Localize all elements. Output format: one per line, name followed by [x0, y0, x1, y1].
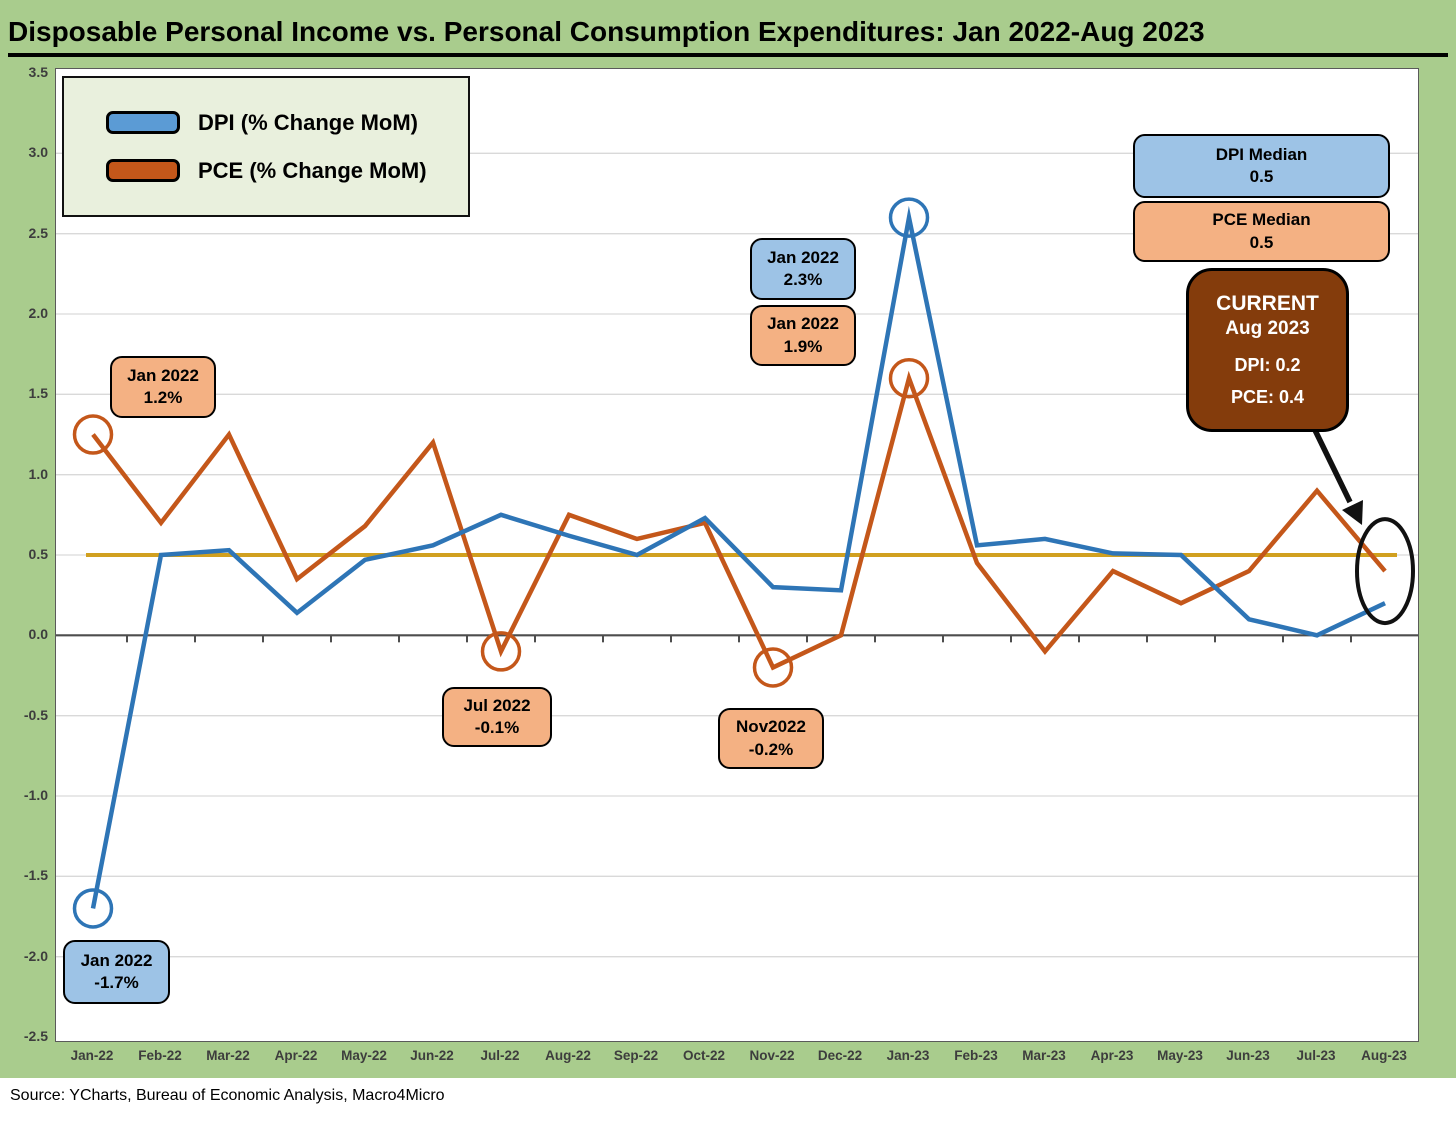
- callout-jan22-pce: Jan 2022 1.2%: [110, 356, 216, 418]
- x-tick-label: Jun-22: [410, 1048, 454, 1063]
- pce-median-box: PCE Median 0.5: [1133, 201, 1390, 262]
- x-tick-label: May-22: [341, 1048, 387, 1063]
- dpi-legend-label: DPI (% Change MoM): [198, 109, 418, 135]
- ring-marker: [888, 358, 930, 399]
- y-tick-label: -2.0: [23, 947, 48, 964]
- dpi-legend-swatch-icon: [106, 111, 180, 134]
- x-tick-label: Sep-22: [613, 1048, 659, 1063]
- y-tick-label: 3.0: [28, 144, 48, 161]
- dpi-median-box-text: DPI Median: [1215, 144, 1308, 164]
- ring-marker: [888, 197, 930, 238]
- callout-jan-pce-peak: Jan 2022 1.9%: [750, 305, 856, 366]
- x-tick-label: Nov-22: [749, 1048, 795, 1063]
- dpi-line: [90, 205, 1386, 909]
- current-box-text: DPI: 0.2: [1234, 355, 1301, 376]
- callout-jan-dpi-peak: Jan 2022 2.3%: [750, 238, 856, 300]
- current-box-text: CURRENT: [1216, 292, 1319, 316]
- callout-jan-dpi-peak-text: Jan 2022: [767, 247, 839, 267]
- ring-marker: [72, 414, 114, 455]
- x-tick-label: Dec-22: [817, 1048, 863, 1063]
- x-tick-label: Feb-23: [954, 1048, 998, 1063]
- callout-jul22-pce: Jul 2022 -0.1%: [442, 687, 552, 747]
- y-tick-label: 1.0: [28, 465, 48, 482]
- callout-jan-pce-peak-text: Jan 2022: [767, 314, 839, 334]
- y-tick-label: 0.0: [28, 626, 48, 643]
- source-text: Source: YCharts, Bureau of Economic Anal…: [10, 1087, 445, 1104]
- callout-jan-pce-peak-text: 1.9%: [783, 336, 823, 356]
- current-box-text: PCE: 0.4: [1230, 387, 1305, 408]
- annotation-arrowhead-icon: [1342, 500, 1363, 525]
- y-tick-label: -1.0: [23, 787, 48, 803]
- current-box: CURRENT Aug 2023 DPI: 0.2 PCE: 0.4: [1186, 268, 1349, 432]
- x-tick-label: Apr-23: [1090, 1048, 1134, 1063]
- callout-jul22-pce-text: -0.1%: [474, 718, 520, 737]
- callout-jan22-dpi-text: Jan 2022: [80, 950, 153, 970]
- ring-marker: [480, 631, 522, 672]
- y-tick-label: 2.0: [28, 305, 48, 321]
- current-highlight-ellipse: [1355, 517, 1415, 626]
- ring-marker: [752, 647, 794, 688]
- x-tick-label: Feb-22: [138, 1048, 182, 1063]
- callout-jan22-pce-text: Jan 2022: [127, 365, 199, 385]
- dpi-median-box-text: 0.5: [1249, 167, 1274, 186]
- footer: Source: YCharts, Bureau of Economic Anal…: [0, 1078, 1456, 1124]
- callout-jan-dpi-peak-text: 2.3%: [783, 270, 823, 289]
- callout-jul22-pce-text: Jul 2022: [463, 695, 531, 715]
- x-tick-label: Jul-22: [480, 1048, 520, 1063]
- legend-row-pce: PCE (% Change MoM): [106, 158, 468, 184]
- annotation-arrow: [1310, 424, 1353, 504]
- x-tick-label: Jan-22: [70, 1048, 114, 1063]
- chart-legend: DPI (% Change MoM) PCE (% Change MoM): [62, 76, 470, 217]
- y-tick-label: -2.5: [23, 1028, 48, 1044]
- current-box-text: Aug 2023: [1225, 318, 1310, 340]
- x-tick-label: Apr-22: [274, 1048, 318, 1063]
- pce-legend-label: PCE (% Change MoM): [198, 157, 427, 183]
- callout-jan22-dpi: Jan 2022 -1.7%: [63, 940, 170, 1004]
- y-tick-label: -0.5: [23, 706, 48, 723]
- ring-marker: [72, 888, 114, 929]
- pce-legend-swatch-icon: [106, 159, 180, 182]
- title-bar: Disposable Personal Income vs. Personal …: [8, 6, 1448, 57]
- x-tick-label: Mar-22: [206, 1048, 250, 1063]
- y-tick-label: 3.5: [28, 64, 48, 80]
- callout-nov22-pce: Nov2022 -0.2%: [718, 708, 824, 769]
- x-tick-label: Aug-22: [545, 1048, 591, 1063]
- pce-line: [91, 370, 1387, 671]
- callout-jan22-dpi-text: -1.7%: [94, 973, 139, 992]
- y-tick-label: -1.5: [23, 867, 48, 884]
- x-tick-label: Jan-23: [886, 1048, 930, 1063]
- dpi-median-box: DPI Median 0.5: [1133, 134, 1390, 198]
- chart-title: Disposable Personal Income vs. Personal …: [8, 16, 1205, 47]
- x-tick-label: Jun-23: [1226, 1048, 1270, 1063]
- pce-median-box-text: 0.5: [1249, 232, 1274, 252]
- x-tick-label: Mar-23: [1022, 1048, 1066, 1063]
- y-tick-label: 0.5: [28, 546, 48, 562]
- x-tick-label: Aug-23: [1361, 1048, 1407, 1063]
- callout-nov22-pce-text: -0.2%: [748, 739, 794, 759]
- legend-row-dpi: DPI (% Change MoM): [106, 110, 468, 136]
- x-tick-label: Oct-22: [682, 1048, 726, 1063]
- callout-jan22-pce-text: 1.2%: [143, 388, 183, 407]
- pce-median-box-text: PCE Median: [1212, 210, 1311, 230]
- x-tick-label: Jul-23: [1296, 1048, 1336, 1063]
- y-tick-label: 1.5: [28, 385, 48, 402]
- callout-nov22-pce-text: Nov2022: [736, 717, 806, 737]
- y-tick-label: 2.5: [28, 224, 48, 241]
- x-tick-label: May-23: [1157, 1048, 1203, 1063]
